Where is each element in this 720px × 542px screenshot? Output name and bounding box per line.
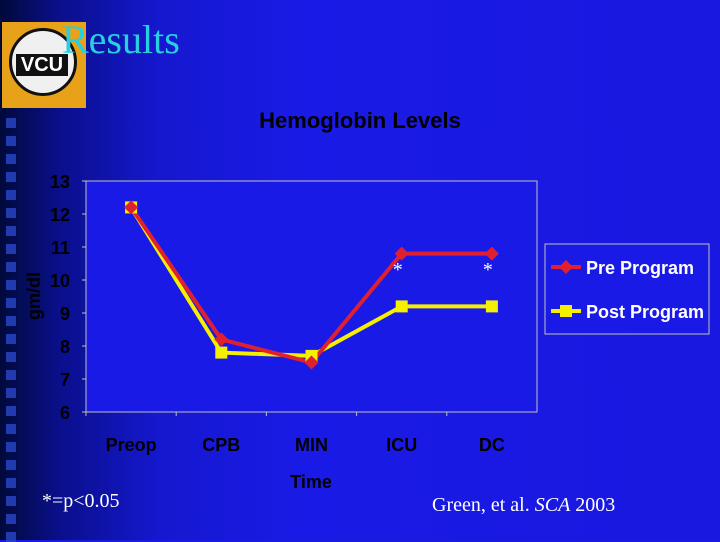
strip-square [6,118,16,128]
strip-square [6,280,16,290]
legend-box [544,243,710,335]
legend: Pre Program Post Program [544,243,710,335]
y-axis-label: gm/dl [24,272,44,320]
strip-square [6,334,16,344]
vcu-logo: VCU [2,22,86,108]
strip-square [6,496,16,506]
y-tick-label: 10 [50,271,70,291]
strip-square [6,514,16,524]
legend-marker-square [560,305,572,317]
data-point-pre-program [394,246,409,261]
strip-square [6,190,16,200]
data-point-post-program [485,300,498,313]
strip-square [6,316,16,326]
strip-square [6,478,16,488]
data-point-pre-program [304,355,319,370]
x-tick-label: DC [479,435,505,455]
y-tick-label: 12 [50,205,70,225]
strip-square [6,154,16,164]
x-tick-label: ICU [386,435,417,455]
citation: Green, et al. SCA 2003 [432,494,615,517]
x-tick-labels: Preop CPB MIN ICU DC [85,412,505,455]
y-tick-label: 8 [60,337,70,357]
y-tick-label: 11 [51,238,70,258]
x-axis-label: Time [290,472,332,492]
x-tick-label: Preop [106,435,157,455]
citation-year: 2003 [570,494,616,516]
strip-square [6,406,16,416]
strip-square [6,388,16,398]
data-point-pre-program [124,200,139,215]
strip-square [6,442,16,452]
y-tick-label: 13 [50,172,70,192]
legend-label: Post Program [586,302,704,322]
legend-label: Pre Program [586,258,694,278]
x-tick-label: MIN [295,435,328,455]
significance-asterisk: * [393,259,403,281]
strip-square [6,136,16,146]
strip-square [6,226,16,236]
data-point-pre-program [214,332,229,347]
strip-square [6,460,16,470]
citation-journal: SCA [534,494,571,516]
strip-square [6,298,16,308]
plot-area [85,180,538,413]
series-group [124,200,499,370]
strip-square [6,370,16,380]
data-point-post-program [215,346,228,359]
strip-square [6,208,16,218]
citation-authors: Green, et al. [432,494,535,516]
y-tick-labels: 6 7 8 9 10 11 12 13 [50,172,86,423]
strip-square [6,172,16,182]
data-point-pre-program [484,246,499,261]
strip-square [6,244,16,254]
y-tick-label: 9 [60,304,70,324]
strip-square [6,352,16,362]
strip-square [6,532,16,542]
significance-markers: * * [393,259,493,281]
strip-square [6,262,16,272]
x-tick-label: CPB [202,435,240,455]
slide-title: Results [62,17,180,62]
y-tick-label: 7 [60,370,70,390]
y-tick-label: 6 [60,403,70,423]
significance-footnote: *=p<0.05 [42,490,120,512]
chart-title: Hemoglobin Levels [259,108,461,133]
significance-asterisk: * [483,259,493,281]
strip-square [6,424,16,434]
logo-text: VCU [16,54,68,76]
decorative-strip [0,0,22,542]
data-point-post-program [395,300,408,313]
legend-marker-diamond [559,260,573,274]
